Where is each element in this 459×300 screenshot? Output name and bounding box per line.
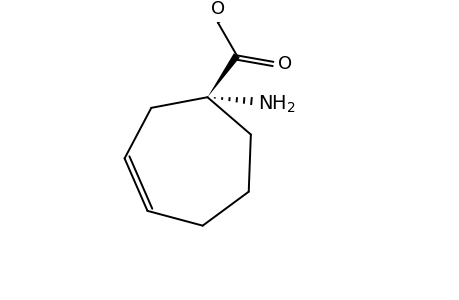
- Polygon shape: [207, 53, 239, 97]
- Text: O: O: [210, 0, 224, 18]
- Text: NH$_2$: NH$_2$: [257, 93, 295, 115]
- Text: O: O: [278, 55, 291, 73]
